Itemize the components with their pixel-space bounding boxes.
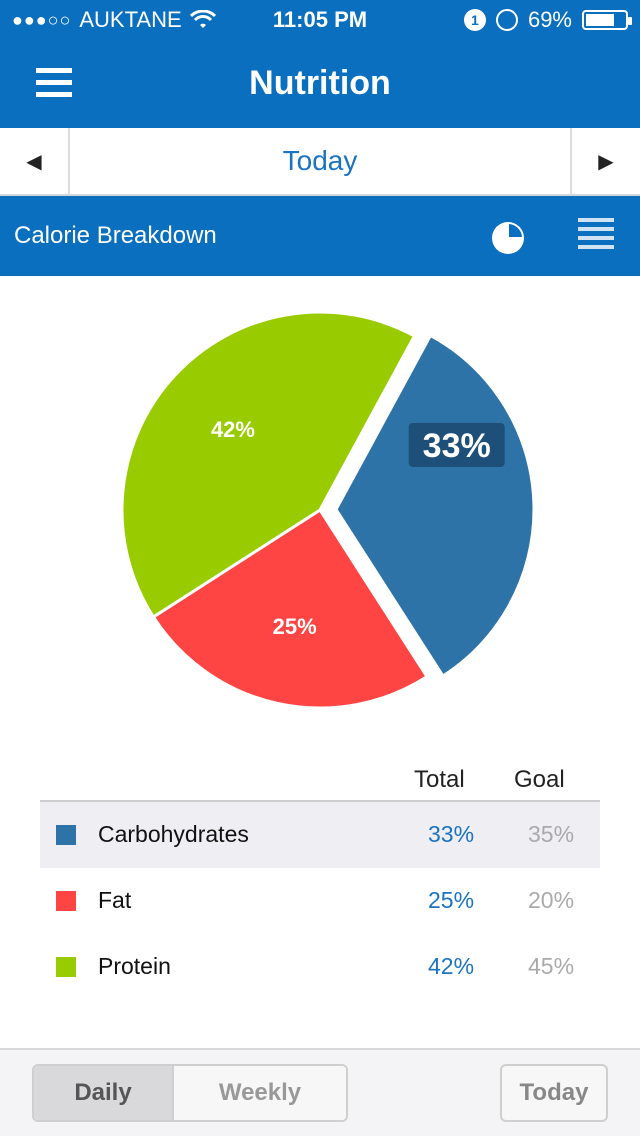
prev-day-button[interactable]: ◀ <box>0 128 70 194</box>
rotation-lock-icon <box>495 9 518 31</box>
status-time: 11:05 PM <box>272 7 368 32</box>
pie-label-background <box>408 423 505 468</box>
wifi-icon <box>189 10 216 28</box>
table-divider <box>40 800 600 802</box>
pie-chart-icon[interactable] <box>490 220 526 256</box>
pie-slice-carbohydrates[interactable] <box>334 333 536 679</box>
row-total: 42% <box>428 953 475 979</box>
table-row-protein: Protein 42% 45% <box>40 934 600 1000</box>
table-row-carbohydrates: Carbohydrates 33% 35% <box>40 802 600 868</box>
row-total: 25% <box>428 887 475 913</box>
pie-slice-fat[interactable] <box>151 507 430 710</box>
menu-icon[interactable] <box>36 68 72 98</box>
calorie-pie-chart: 33% 25% 42% <box>120 310 536 710</box>
status-bar: ●●●○○ AUKTANE 11:05 PM 1 69% <box>0 0 640 40</box>
table-row-fat: Fat 25% 20% <box>40 868 600 934</box>
pie-label-protein: 42% <box>211 417 255 442</box>
period-segmented-control: Daily Weekly <box>32 1064 348 1122</box>
protein-swatch <box>56 957 76 977</box>
notification-badge: 1 <box>463 9 486 31</box>
weekly-tab[interactable]: Weekly <box>174 1066 346 1120</box>
row-goal: 35% <box>528 821 575 847</box>
total-header: Total <box>414 766 465 793</box>
daily-tab[interactable]: Daily <box>34 1066 174 1120</box>
list-view-icon[interactable] <box>578 218 614 254</box>
row-goal: 45% <box>528 953 575 979</box>
row-total: 33% <box>428 821 475 847</box>
page-title: Nutrition <box>249 64 391 102</box>
carbohydrates-swatch <box>56 825 76 845</box>
footer-toolbar: Daily Weekly Today <box>0 1048 640 1136</box>
date-label[interactable]: Today <box>282 145 358 176</box>
fat-swatch <box>56 891 76 911</box>
row-name: Protein <box>98 953 171 979</box>
row-goal: 20% <box>528 887 575 913</box>
battery-icon <box>582 10 632 30</box>
nav-bar: Nutrition <box>0 40 640 128</box>
section-title: Calorie Breakdown <box>14 222 217 249</box>
pie-label-fat: 25% <box>273 614 317 639</box>
pie-slice-protein[interactable] <box>120 310 417 620</box>
carrier-label: AUKTANE <box>79 7 182 32</box>
goal-header: Goal <box>514 766 565 793</box>
row-name: Carbohydrates <box>98 821 249 847</box>
signal-icon: ●●●○○ <box>12 9 72 30</box>
row-name: Fat <box>98 887 132 913</box>
pie-label-carbohydrates: 33% <box>423 427 491 465</box>
date-navigator: ◀ Today ▶ <box>0 128 640 196</box>
pie-label-highlight: 33% <box>408 423 505 468</box>
section-header: Calorie Breakdown <box>0 196 640 276</box>
next-day-button[interactable]: ▶ <box>570 128 640 194</box>
battery-percent: 69% <box>527 7 572 32</box>
today-button[interactable]: Today <box>500 1064 608 1122</box>
